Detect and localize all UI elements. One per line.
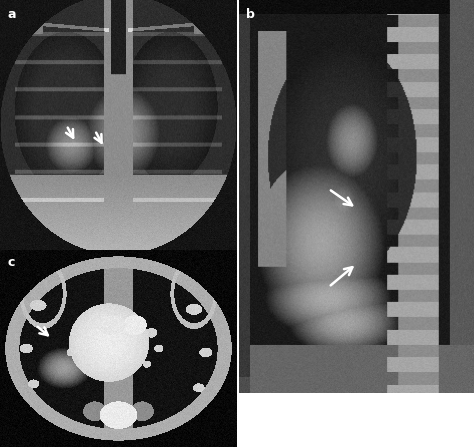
- Text: c: c: [7, 256, 15, 269]
- Text: a: a: [7, 8, 16, 21]
- Text: b: b: [246, 8, 255, 21]
